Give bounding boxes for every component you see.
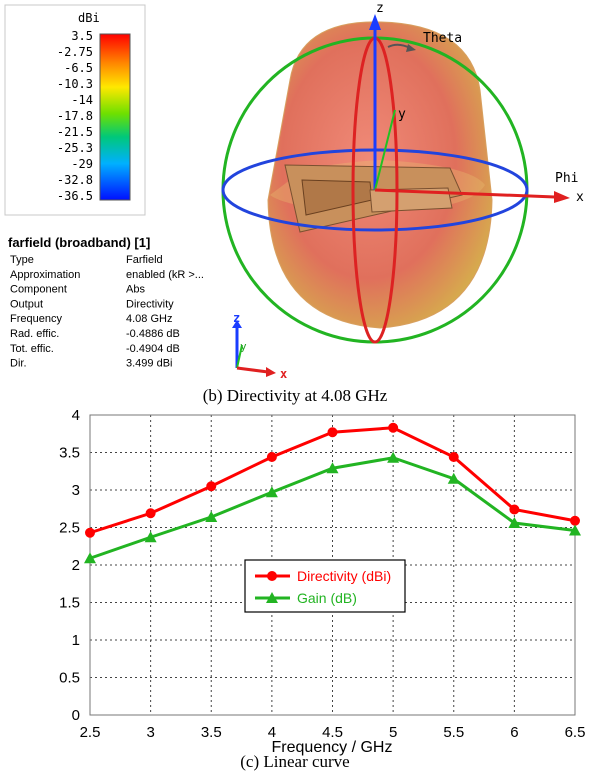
gain-point [205, 511, 218, 522]
antenna-patch [284, 164, 463, 233]
info-table: Type Farfield Approximation enabled (kR >..… [10, 254, 204, 370]
y-tick-label: 1 [72, 632, 80, 649]
directivity-point [145, 508, 156, 519]
y-tick-label: 3.5 [59, 445, 80, 462]
colorbar-tick-label: -21.5 [57, 125, 93, 139]
z-axis-label: z [376, 1, 384, 16]
gain-point [508, 517, 521, 528]
y-tick-label: 1.5 [59, 595, 80, 612]
info-row-label: Dir. [10, 358, 27, 370]
info-row-value: 4.08 GHz [126, 313, 172, 325]
directivity-point [206, 481, 217, 492]
legend-gain-label: Gain (dB) [297, 590, 357, 606]
gain-point [387, 451, 400, 463]
info-row-value: Farfield [126, 254, 163, 266]
y-tick-label: 4 [72, 407, 80, 424]
y-tick-label: 0.5 [59, 670, 80, 687]
directivity-point [388, 422, 399, 433]
gain-point [265, 486, 278, 498]
legend-directivity-label: Directivity (dBi) [297, 568, 391, 584]
y-tick-label: 2 [72, 557, 80, 574]
x-axis-label: x [576, 190, 584, 205]
x-axis [374, 188, 556, 199]
colorbar-tick-label: -36.5 [57, 189, 93, 203]
directivity-point [266, 452, 277, 462]
colorbar [99, 33, 131, 201]
info-row-label: Approximation [10, 269, 80, 281]
y-tick-label: 0 [72, 707, 80, 724]
line-chart: 0 0.5 1 1.5 2 2.5 3 3.5 4 2.5 3 3.5 4 4.5 5 5.5 6 6.5 Di… [0, 395, 590, 774]
y-axis [374, 109, 396, 191]
directivity-point [448, 452, 459, 462]
colorbar-tick-label: -2.75 [57, 45, 93, 59]
gain-point [144, 531, 157, 543]
colorbar-ticks: 3.5 -2.75 -6.5 -10.3 -14 -17.8 -21.5 -25.3 -29 -3… [57, 29, 93, 203]
x-tick-label: 6.5 [565, 724, 586, 741]
caption-c: (c) Linear curve [240, 752, 350, 771]
info-row-value: Abs [126, 284, 145, 296]
legend: Directivity (dBi) Gain (dB) [244, 559, 406, 613]
x-tick-label: 5.5 [443, 724, 464, 741]
colorbar-tick-label: -10.3 [57, 77, 93, 91]
y-tick-label: 3 [72, 482, 80, 499]
colorbar-tick-label: -6.5 [64, 61, 93, 75]
info-row-value: Directivity [126, 298, 174, 310]
directivity-point [85, 527, 95, 538]
small-x-label: x [280, 367, 287, 381]
y-axis-label: y [398, 107, 406, 122]
info-row-label: Rad. effic. [10, 328, 59, 340]
small-z-label: z [233, 311, 240, 325]
colorbar-unit: dBi [78, 11, 100, 25]
chart-svg: 0 0.5 1 1.5 2 2.5 3 3.5 4 2.5 3 3.5 4 4.5 5 5.5 6 6.5 Di… [59, 407, 586, 756]
info-row-label: Output [10, 298, 43, 310]
gain-point [326, 462, 339, 474]
colorbar-tick-label: -29 [71, 157, 93, 171]
small-y-label: y [240, 340, 247, 353]
plot-frame [89, 414, 576, 716]
x-tick-label: 4.5 [322, 724, 343, 741]
series-group [84, 422, 581, 564]
colorbar-tick-label: -17.8 [57, 109, 93, 123]
info-row-value: -0.4904 dB [126, 343, 180, 355]
gain-point [569, 524, 581, 536]
info-row-label: Type [10, 254, 34, 266]
theta-label: Theta [423, 31, 462, 46]
directivity-point [327, 427, 338, 438]
phi-label: Phi [555, 171, 578, 186]
orientation-triad: z y x [232, 311, 287, 381]
x-tick-label: 5 [389, 724, 397, 741]
x-tick-label: 3 [146, 724, 154, 741]
info-title: farfield (broadband) [1] [8, 235, 150, 250]
info-row-label: Frequency [10, 313, 62, 325]
info-row-label: Component [10, 284, 67, 296]
x-tick-label: 3.5 [201, 724, 222, 741]
x-tick-label: 2.5 [80, 724, 101, 741]
legend-box [244, 559, 406, 613]
x-tick-label: 6 [510, 724, 518, 741]
info-row-value: 3.499 dBi [126, 358, 172, 370]
gain-point [84, 552, 96, 564]
caption-b: (b) Directivity at 4.08 GHz [202, 386, 388, 405]
farfield-panel: dBi 3.5 -2.75 -6.5 -10.3 -14 -17.8 -21.5 -25.3 -… [0, 0, 590, 385]
colorbar-tick-label: -25.3 [57, 141, 93, 155]
colorbar-tick-label: 3.5 [71, 29, 93, 43]
info-row-value: enabled (kR >... [126, 269, 204, 281]
colorbar-tick-label: -14 [71, 93, 93, 107]
farfield-svg: dBi 3.5 -2.75 -6.5 -10.3 -14 -17.8 -21.5 -25.3 -… [4, 1, 584, 381]
y-tick-label: 2.5 [59, 520, 80, 537]
info-row-label: Tot. effic. [10, 343, 54, 355]
x-axis-title: Frequency / GHz [272, 739, 393, 756]
directivity-point [509, 504, 520, 515]
x-tick-labels: 2.5 3 3.5 4 4.5 5 5.5 6 6.5 [80, 724, 586, 741]
legend-directivity-marker [267, 571, 277, 581]
directivity-point [570, 515, 580, 526]
info-row-value: -0.4886 dB [126, 328, 180, 340]
colorbar-tick-label: -32.8 [57, 173, 93, 187]
gain-point [447, 472, 460, 484]
y-tick-labels: 0 0.5 1 1.5 2 2.5 3 3.5 4 [59, 407, 80, 724]
x-tick-label: 4 [268, 724, 276, 741]
legend-gain-marker [266, 592, 278, 603]
